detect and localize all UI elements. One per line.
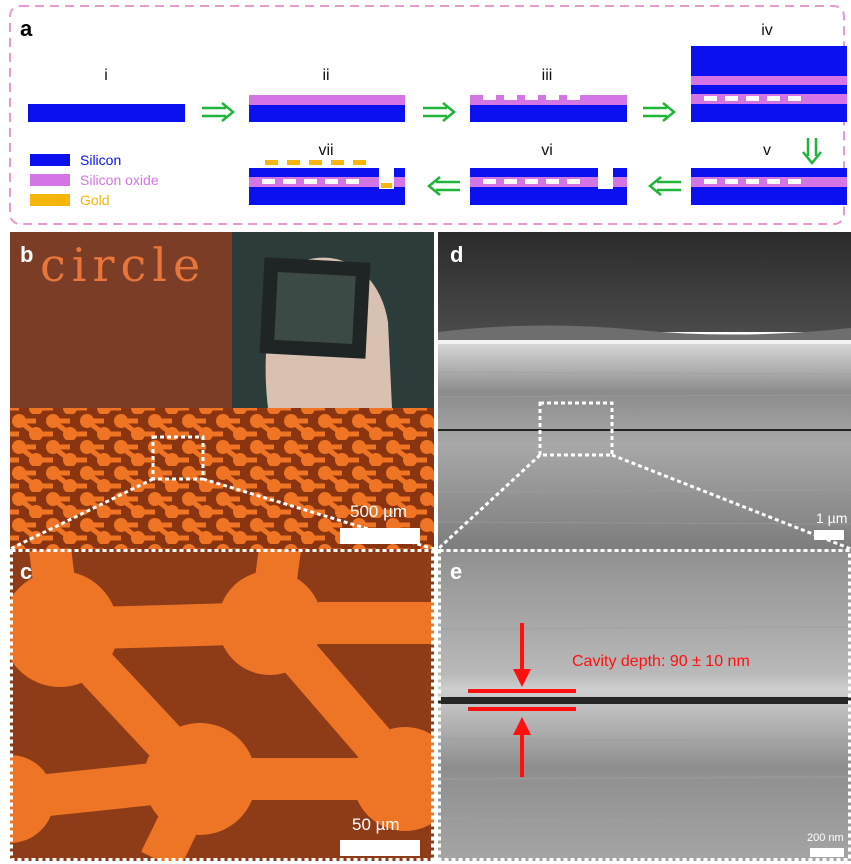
connectors bbox=[10, 549, 434, 861]
step-label-v: v bbox=[763, 142, 771, 159]
step-iv-top-silicon bbox=[691, 46, 847, 76]
sem-background bbox=[438, 549, 851, 861]
scale-bar-e bbox=[810, 848, 844, 857]
vacuum-region bbox=[438, 232, 851, 332]
panel-a-border bbox=[9, 5, 845, 225]
cavity-marker-top bbox=[468, 689, 576, 693]
right-arrow-ii-iii bbox=[423, 102, 456, 122]
zoom-line-d-right bbox=[611, 453, 851, 549]
step-vii-trench-gold bbox=[381, 183, 392, 188]
step-vii-cavities bbox=[262, 179, 359, 184]
step-label-vii: vii bbox=[318, 142, 334, 159]
scale-bar-b bbox=[340, 528, 420, 544]
sem-streaks bbox=[438, 371, 851, 525]
panel-b-letter: b bbox=[20, 242, 34, 267]
step-label-iii: iii bbox=[541, 67, 553, 84]
step-i-silicon bbox=[28, 104, 185, 122]
sem-e-streaks bbox=[438, 588, 851, 822]
scale-bar-d bbox=[814, 530, 844, 540]
scale-label-d: 1 µm bbox=[816, 510, 848, 526]
cavity-line bbox=[438, 429, 851, 431]
panel-c-letter: c bbox=[20, 559, 33, 584]
step-v-cavities bbox=[704, 179, 801, 184]
zoom-line-d-left bbox=[438, 453, 542, 549]
panel-a-letter: a bbox=[20, 16, 33, 41]
legend-swatch-oxide bbox=[30, 174, 70, 186]
lattice-array bbox=[10, 408, 434, 549]
panel-e-image bbox=[438, 549, 851, 861]
panel-d-letter: d bbox=[450, 242, 464, 267]
step-iii-cavities bbox=[483, 95, 580, 100]
step-label-vi: vi bbox=[541, 142, 553, 159]
left-arrow-v-vi bbox=[648, 176, 681, 196]
zoom-line-right bbox=[202, 477, 434, 549]
zoom-box-b bbox=[151, 435, 205, 481]
top-surface-edge bbox=[438, 325, 851, 342]
step-iv-oxide-top bbox=[691, 76, 847, 85]
panel-e: e Cavity depth: 90 ± 10 nm 200 nm bbox=[438, 549, 851, 861]
panel-e-frame bbox=[438, 549, 851, 861]
legend-swatch-gold bbox=[30, 194, 70, 206]
watermark-text: circle bbox=[40, 238, 207, 292]
step-vii-gold-pads bbox=[265, 160, 366, 165]
legend-label-gold: Gold bbox=[80, 192, 110, 208]
step-label-iv: iv bbox=[761, 22, 773, 39]
panel-d-image bbox=[438, 232, 851, 549]
panel-e-letter: e bbox=[450, 559, 463, 584]
step-label-ii: ii bbox=[322, 67, 330, 84]
step-iii-silicon bbox=[470, 104, 627, 122]
zoom-box-d bbox=[538, 401, 614, 457]
arrow-up-red bbox=[513, 717, 531, 777]
panel-b: circle b 500 µm bbox=[10, 232, 434, 549]
zoom-line-left bbox=[10, 477, 154, 549]
scale-bar-c bbox=[340, 840, 420, 856]
scale-label-b: 500 µm bbox=[350, 502, 408, 521]
right-arrow-iii-iv bbox=[643, 102, 676, 122]
cavity-marker-bottom bbox=[468, 707, 576, 711]
scale-label-c: 50 µm bbox=[352, 815, 400, 834]
surface-line bbox=[438, 340, 851, 344]
panel-c: c 50 µm bbox=[10, 549, 434, 861]
left-arrow-vi-vii bbox=[427, 176, 460, 196]
step-ii-oxide bbox=[249, 95, 405, 105]
legend-swatch-silicon bbox=[30, 154, 70, 166]
down-arrow-iv-v bbox=[802, 138, 822, 165]
panel-b-image bbox=[10, 232, 434, 549]
chip-window bbox=[274, 272, 356, 344]
step-vi-trench bbox=[598, 168, 613, 189]
panel-c-frame bbox=[10, 549, 434, 861]
legend: Silicon Silicon oxide Gold bbox=[30, 152, 230, 212]
step-vi-cavities bbox=[483, 179, 580, 184]
panel-d: d 1 µm bbox=[438, 232, 851, 549]
legend-label-silicon: Silicon bbox=[80, 152, 122, 168]
step-ii-silicon bbox=[249, 104, 405, 122]
legend-label-oxide: Silicon oxide bbox=[80, 172, 159, 188]
panel-c-image bbox=[10, 549, 434, 861]
right-arrow-i-ii bbox=[202, 102, 235, 122]
scale-label-e: 200 nm bbox=[807, 832, 844, 844]
panel-a: a i ii iii iv v vi vii bbox=[0, 0, 851, 228]
process-schematic bbox=[28, 46, 847, 205]
arrow-down-red bbox=[513, 623, 531, 687]
step-iv-cavities bbox=[704, 96, 801, 101]
cavity-gap bbox=[438, 697, 851, 704]
silicon-cross-section bbox=[438, 340, 851, 549]
cavity-depth-annotation: Cavity depth: 90 ± 10 nm bbox=[572, 653, 750, 670]
step-label-i: i bbox=[104, 67, 108, 84]
